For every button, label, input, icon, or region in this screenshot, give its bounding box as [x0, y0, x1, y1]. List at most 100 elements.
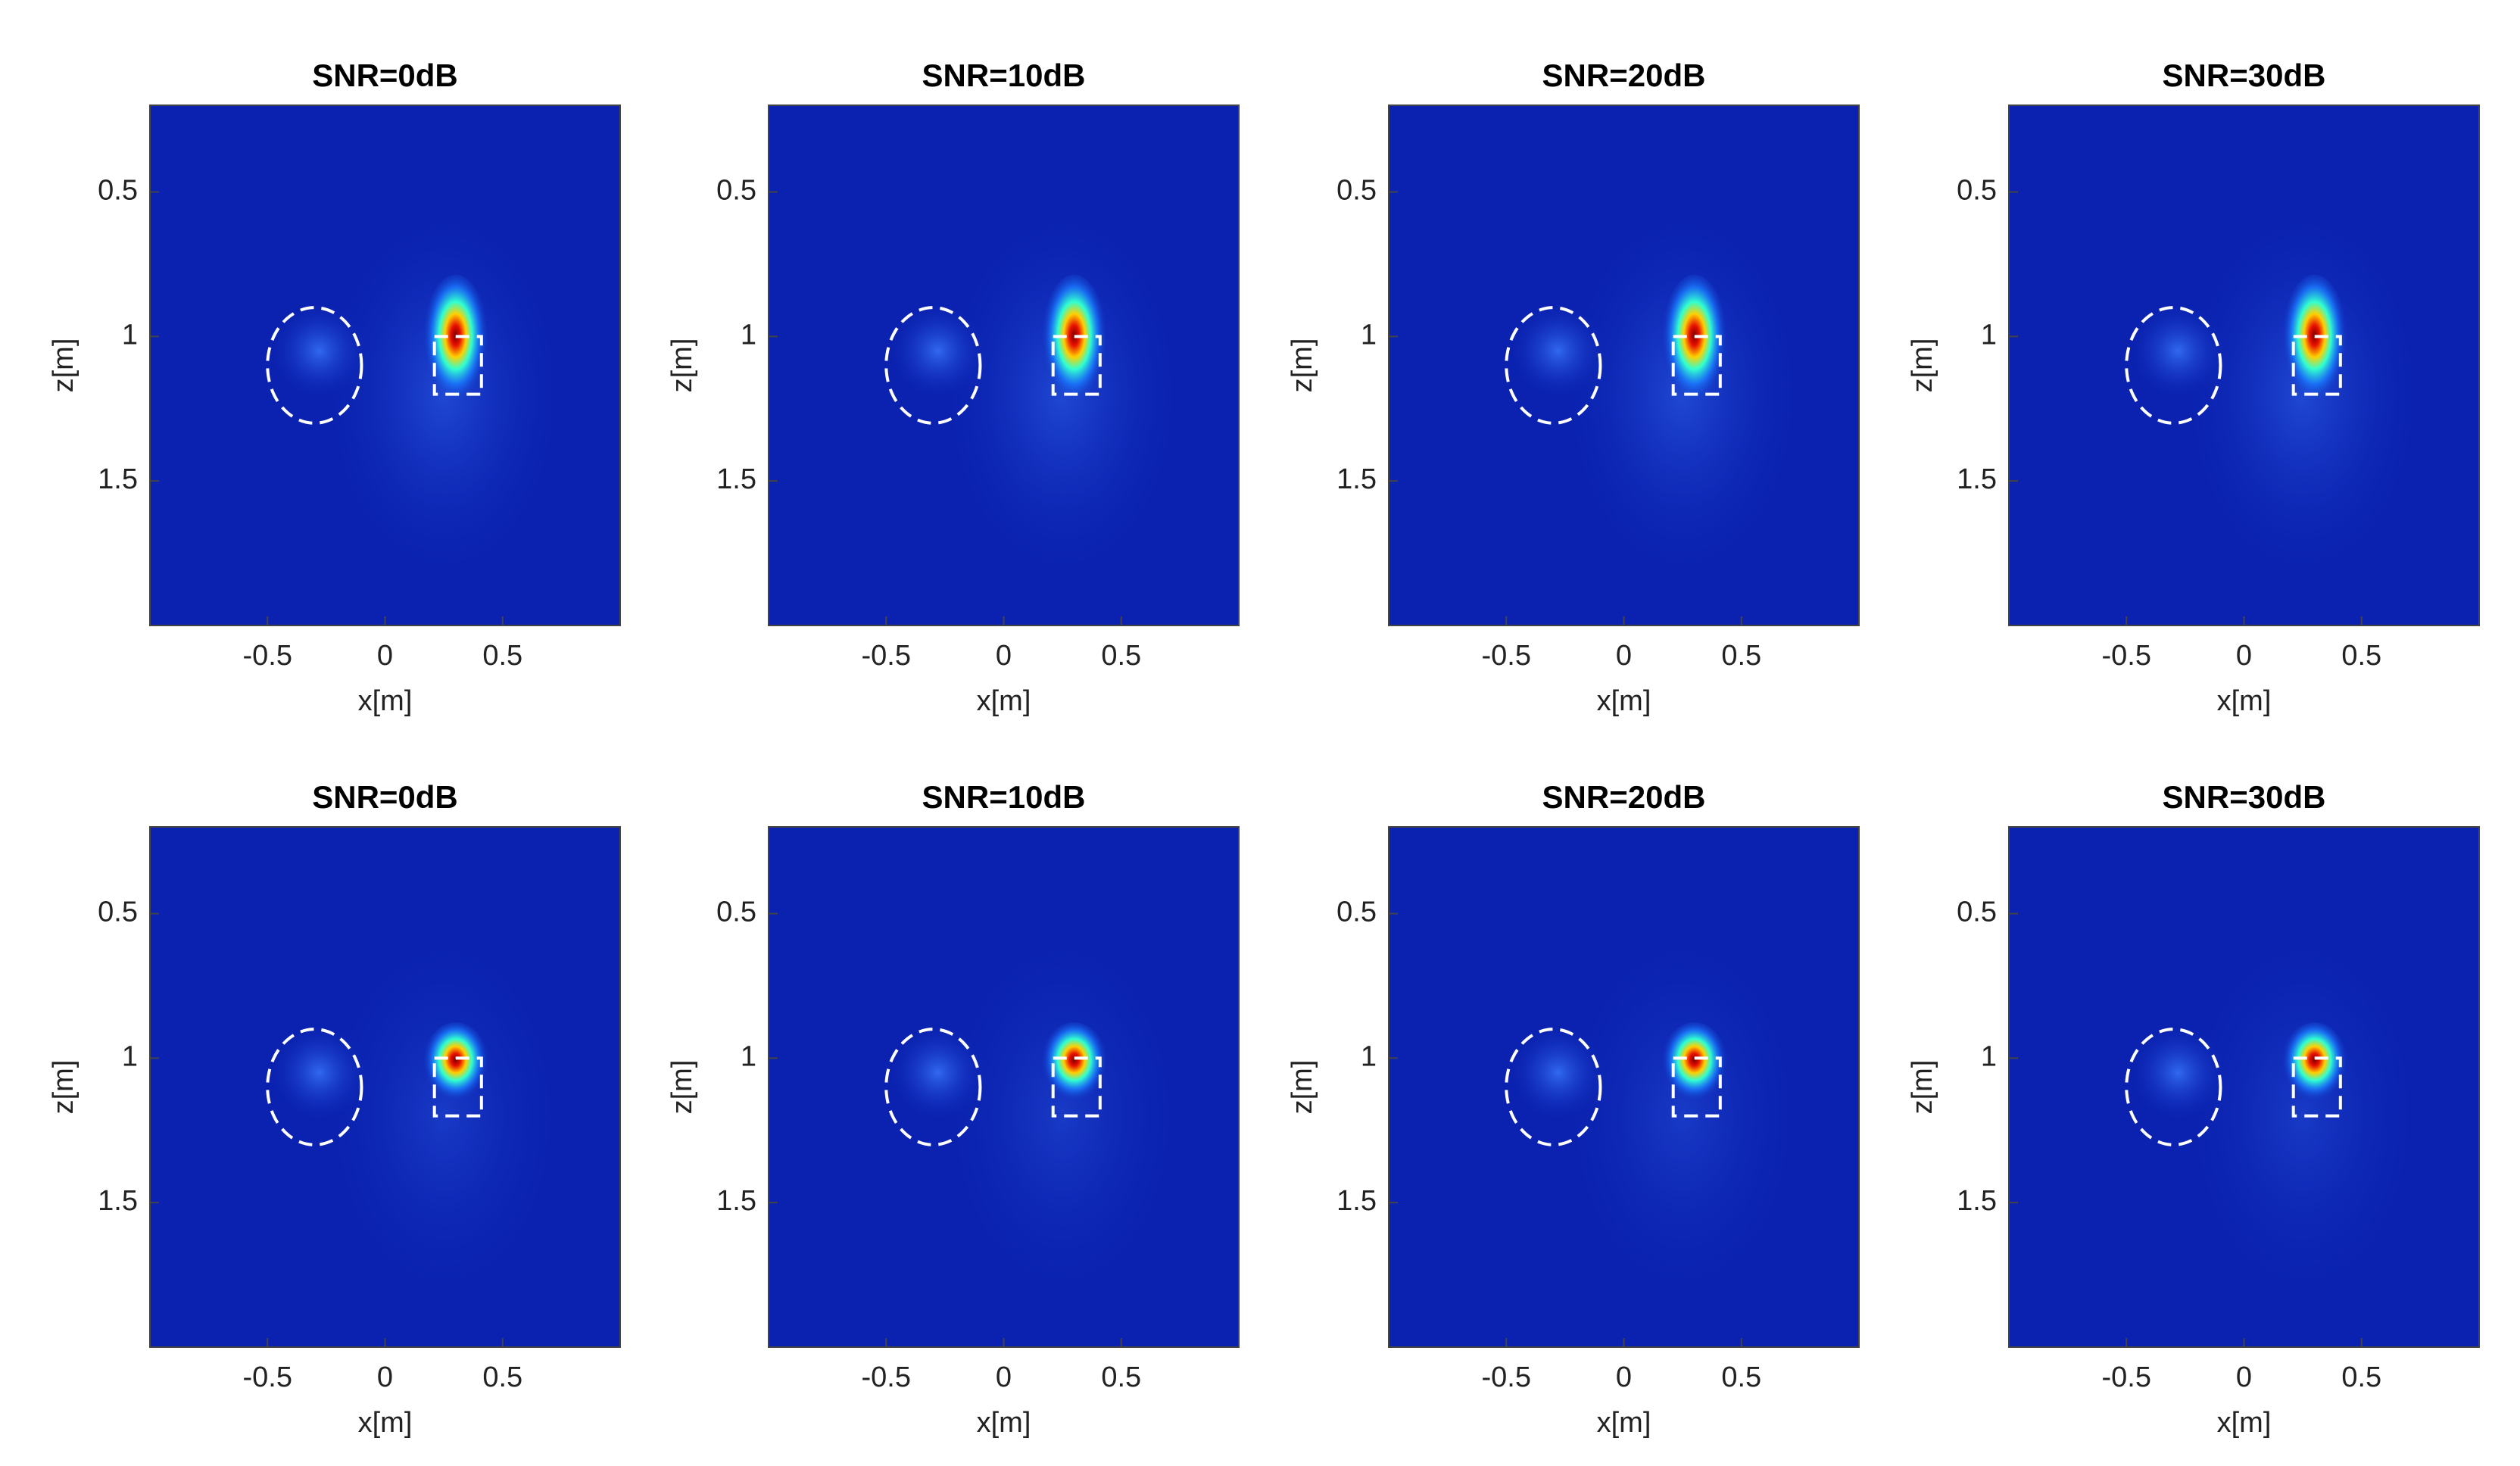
y-tick-label: 1.5	[1336, 1185, 1377, 1217]
y-tick-label: 0.5	[716, 897, 756, 928]
y-tick-label: 0.5	[98, 175, 138, 207]
y-tick-label: 0.5	[716, 175, 756, 207]
y-tick-label: 1	[1361, 1040, 1377, 1072]
y-tick-label: 1	[1981, 1040, 1997, 1072]
marker-rect	[2291, 335, 2342, 396]
x-tick-label: -0.5	[862, 640, 911, 672]
x-tick-label: -0.5	[2102, 640, 2151, 672]
x-tick-label: 0.5	[482, 640, 522, 672]
x-tick-label: 0	[377, 1362, 393, 1393]
chart-title: SNR=20dB	[1542, 58, 1706, 93]
y-axis-label: z[m]	[1907, 1060, 1938, 1115]
x-tick-label: 0	[996, 1362, 1012, 1393]
weak-target	[272, 1025, 366, 1120]
y-axis-label: z[m]	[666, 1060, 698, 1115]
y-tick-label: 1	[1981, 319, 1997, 351]
x-tick-label: 0.5	[2341, 640, 2381, 672]
x-axis-label: x[m]	[977, 685, 1031, 717]
y-tick-label: 1.5	[1336, 463, 1377, 495]
x-tick-label: 0	[2236, 640, 2252, 672]
x-tick-label: 0	[377, 640, 393, 672]
x-tick-label: 0	[2236, 1362, 2252, 1393]
marker-ellipse	[1505, 1028, 1602, 1146]
strong-target	[423, 274, 489, 410]
x-tick-label: -0.5	[1482, 640, 1531, 672]
x-axis-label: x[m]	[2217, 1407, 2272, 1439]
weak-target	[1511, 304, 1605, 398]
weak-target	[2131, 1025, 2225, 1120]
y-tick-label: 1.5	[716, 1185, 756, 1217]
marker-rect	[1671, 335, 1722, 396]
marker-rect	[432, 335, 483, 396]
weak-target	[890, 304, 985, 398]
y-tick-label: 0.5	[1957, 175, 1997, 207]
haze	[1564, 934, 1801, 1299]
y-tick-label: 1	[122, 1040, 138, 1072]
y-axis-label: z[m]	[1287, 1060, 1318, 1115]
chart-title: SNR=30dB	[2163, 779, 2326, 815]
marker-ellipse	[266, 306, 363, 425]
y-tick-label: 0.5	[1336, 175, 1377, 207]
x-tick-label: -0.5	[2102, 1362, 2151, 1393]
y-axis-label: z[m]	[48, 1060, 80, 1115]
y-tick-label: 1.5	[1957, 463, 1997, 495]
y-tick-label: 1.5	[716, 463, 756, 495]
marker-rect	[1671, 1056, 1722, 1118]
marker-ellipse	[884, 1028, 982, 1146]
x-tick-label: 0.5	[1101, 1362, 1141, 1393]
strong-target	[1661, 1022, 1728, 1106]
marker-rect	[1051, 335, 1102, 396]
y-tick-label: 1.5	[1957, 1185, 1997, 1217]
y-axis-label: z[m]	[48, 338, 80, 393]
y-tick-label: 0.5	[1336, 897, 1377, 928]
x-axis-label: x[m]	[977, 1407, 1031, 1439]
marker-rect	[1051, 1056, 1102, 1118]
strong-target	[2281, 274, 2348, 410]
marker-rect	[432, 1056, 483, 1118]
x-axis-label: x[m]	[358, 685, 413, 717]
weak-target	[2131, 304, 2225, 398]
haze	[2185, 934, 2421, 1299]
y-axis-label: z[m]	[1287, 338, 1318, 393]
weak-target	[1511, 1025, 1605, 1120]
marker-rect	[2291, 1056, 2342, 1118]
x-axis-label: x[m]	[2217, 685, 2272, 717]
x-axis-label: x[m]	[1597, 1407, 1651, 1439]
x-axis-label: x[m]	[358, 1407, 413, 1439]
haze	[944, 934, 1180, 1299]
strong-target	[2281, 1022, 2348, 1106]
y-tick-label: 0.5	[1957, 897, 1997, 928]
x-tick-label: 0	[996, 640, 1012, 672]
marker-ellipse	[1505, 306, 1602, 425]
x-tick-label: -0.5	[243, 640, 292, 672]
strong-target	[1661, 274, 1728, 410]
y-tick-label: 1	[1361, 319, 1377, 351]
chart-title: SNR=30dB	[2163, 58, 2326, 93]
y-tick-label: 1.5	[98, 463, 138, 495]
chart-title: SNR=0dB	[312, 779, 458, 815]
x-tick-label: 0.5	[1721, 1362, 1761, 1393]
chart-title: SNR=10dB	[922, 779, 1086, 815]
y-tick-label: 0.5	[98, 897, 138, 928]
haze	[326, 934, 562, 1299]
y-tick-label: 1	[122, 319, 138, 351]
weak-target	[890, 1025, 985, 1120]
x-tick-label: 0	[1616, 640, 1632, 672]
x-tick-label: 0.5	[482, 1362, 522, 1393]
marker-ellipse	[2125, 306, 2222, 425]
strong-target	[1041, 1022, 1108, 1106]
chart-title: SNR=10dB	[922, 58, 1086, 93]
marker-ellipse	[884, 306, 982, 425]
y-tick-label: 1.5	[98, 1185, 138, 1217]
marker-ellipse	[2125, 1028, 2222, 1146]
y-axis-label: z[m]	[1907, 338, 1938, 393]
chart-title: SNR=20dB	[1542, 779, 1706, 815]
y-tick-label: 1	[741, 1040, 756, 1072]
x-tick-label: -0.5	[1482, 1362, 1531, 1393]
x-tick-label: -0.5	[243, 1362, 292, 1393]
x-tick-label: 0.5	[1721, 640, 1761, 672]
strong-target	[423, 1022, 489, 1106]
strong-target	[1041, 274, 1108, 410]
x-axis-label: x[m]	[1597, 685, 1651, 717]
